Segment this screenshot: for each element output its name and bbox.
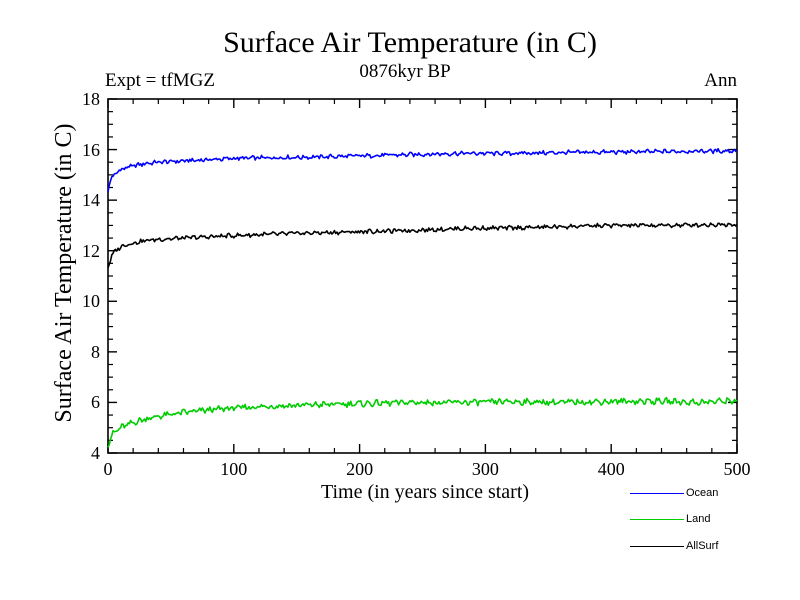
y-tick-label: 4 bbox=[91, 443, 100, 463]
x-tick-label: 400 bbox=[597, 459, 625, 479]
y-tick-label: 16 bbox=[82, 139, 100, 160]
y-tick-label: 10 bbox=[82, 291, 100, 312]
chart-subtitle: 0876kyr BP bbox=[359, 61, 451, 82]
annotation-label: Ann bbox=[704, 70, 737, 91]
chart-title: Surface Air Temperature (in C) bbox=[223, 26, 597, 59]
y-tick-label: 12 bbox=[82, 240, 100, 261]
legend-item-land: Land bbox=[630, 513, 710, 527]
x-axis-title: Time (in years since start) bbox=[320, 481, 530, 503]
y-tick-label: 14 bbox=[82, 190, 100, 211]
x-tick-label: 0 bbox=[103, 459, 113, 479]
y-tick-label: 8 bbox=[91, 341, 100, 362]
experiment-label: Expt = tfMGZ bbox=[105, 70, 215, 91]
x-tick-label: 300 bbox=[471, 459, 499, 479]
legend-line-ocean bbox=[630, 492, 684, 494]
y-tick-label: 6 bbox=[91, 392, 100, 413]
series-line-ocean bbox=[107, 147, 738, 192]
y-tick-label: 18 bbox=[82, 89, 100, 109]
legend-label: Ocean bbox=[686, 486, 719, 499]
legend-line-allsurf bbox=[630, 545, 684, 547]
x-tick-label: 100 bbox=[220, 459, 248, 479]
x-tick-label: 500 bbox=[723, 459, 751, 479]
x-tick-label: 200 bbox=[346, 459, 374, 479]
legend-item-allsurf: AllSurf bbox=[630, 539, 718, 553]
series-line-allsurf bbox=[107, 222, 738, 269]
series-line-land bbox=[107, 396, 738, 448]
legend-item-ocean: Ocean bbox=[630, 486, 718, 500]
legend-line-land bbox=[630, 519, 684, 520]
legend-label: AllSurf bbox=[686, 539, 719, 552]
legend-label: Land bbox=[686, 513, 711, 525]
